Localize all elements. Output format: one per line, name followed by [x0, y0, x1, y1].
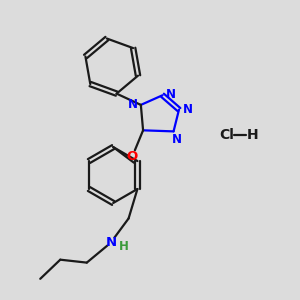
Text: O: O: [126, 150, 137, 163]
Text: N: N: [105, 236, 116, 248]
Text: N: N: [166, 88, 176, 101]
Text: H: H: [247, 128, 259, 142]
Text: N: N: [183, 103, 193, 116]
Text: H: H: [119, 240, 129, 253]
Text: Cl: Cl: [219, 128, 234, 142]
Text: N: N: [128, 98, 138, 111]
Text: N: N: [172, 133, 182, 146]
